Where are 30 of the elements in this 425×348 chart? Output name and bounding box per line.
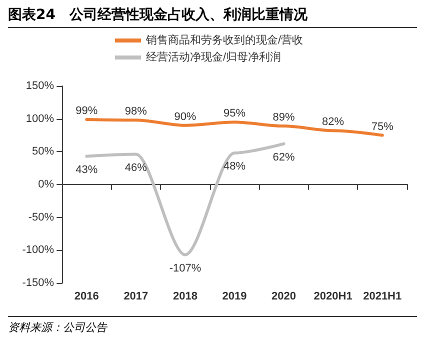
text: 资料来源：公司公告 — [8, 316, 417, 335]
data-label: 75% — [371, 120, 394, 133]
x-tick-label: 2017 — [124, 290, 148, 302]
legend-label: 销售商品和劳务收到的现金/营收 — [145, 34, 304, 46]
data-label: 48% — [223, 160, 246, 172]
x-tick-label: 2020H1 — [314, 290, 352, 302]
data-label: 98% — [124, 106, 148, 118]
y-tick-label: -150% — [22, 277, 54, 289]
y-tick-label: -100% — [22, 244, 54, 256]
data-label: 43% — [76, 164, 98, 176]
data-label: 82% — [322, 116, 344, 128]
legend-label: 经营活动净现金/归母净利润 — [146, 50, 282, 64]
data-label: 62% — [272, 151, 296, 164]
x-tick-label: 2016 — [74, 290, 99, 302]
data-label: 99% — [76, 104, 98, 117]
y-tick-label: 50% — [32, 146, 54, 158]
x-tick-label: 2018 — [172, 290, 198, 302]
data-label: 95% — [223, 108, 246, 120]
x-tick-label: 2020 — [272, 290, 296, 302]
y-tick-label: 150% — [26, 80, 54, 92]
y-tick-label: 0% — [38, 178, 54, 190]
data-label: -107% — [169, 262, 202, 274]
data-label: 46% — [124, 162, 148, 174]
chart-title: 图表24 公司经营性现金占收入、利润比重情况 — [8, 6, 417, 28]
data-label: 90% — [174, 110, 196, 123]
y-tick-label: -50% — [28, 211, 54, 224]
y-tick-label: 100% — [26, 112, 54, 125]
data-label: 89% — [272, 112, 296, 124]
x-tick-label: 2021H1 — [363, 290, 402, 302]
x-tick-label: 2019 — [222, 290, 247, 302]
